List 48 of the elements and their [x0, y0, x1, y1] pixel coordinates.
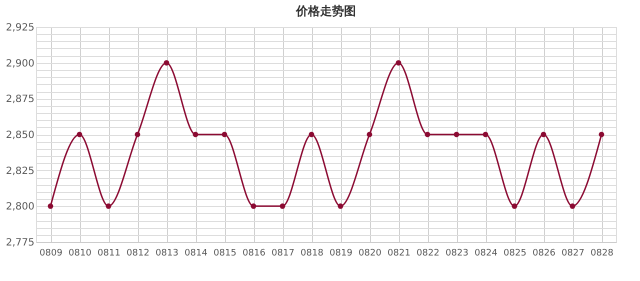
- x-tick-label: 0826: [532, 248, 556, 258]
- point: [308, 132, 314, 138]
- point: [106, 203, 112, 209]
- y-tick-label: 2,775: [6, 238, 34, 248]
- y-tick-label: 2,875: [6, 94, 34, 106]
- point: [250, 203, 256, 209]
- point: [192, 132, 198, 138]
- x-tick-label: 0819: [330, 248, 353, 258]
- point: [396, 60, 402, 66]
- point: [598, 132, 604, 138]
- x-tick-label: 0817: [272, 248, 294, 258]
- x-tick-label: 0810: [68, 248, 92, 258]
- x-tick-label: 0816: [242, 248, 266, 258]
- x-tick-label: 0813: [156, 248, 178, 258]
- x-tick-label: 0827: [562, 248, 584, 258]
- point: [164, 60, 170, 66]
- point: [48, 203, 54, 209]
- x-tick-label: 0822: [416, 248, 440, 258]
- point: [76, 132, 82, 138]
- y-tick-label: 2,800: [6, 202, 34, 213]
- y-tick-label: 2,850: [6, 130, 34, 141]
- point: [454, 132, 460, 138]
- chart-title: 价格走势图: [295, 4, 356, 18]
- x-tick-label: 0809: [40, 248, 63, 258]
- x-tick-label: 0812: [126, 248, 150, 258]
- point: [512, 203, 518, 209]
- x-tick-label: 0825: [504, 248, 526, 258]
- x-tick-label: 0811: [98, 248, 120, 258]
- x-tick-label: 0823: [446, 248, 468, 258]
- x-tick-label: 0815: [214, 248, 236, 258]
- point: [338, 203, 344, 209]
- x-tick-label: 0821: [388, 248, 410, 258]
- x-tick-label: 0820: [358, 248, 382, 258]
- y-tick-label: 2,825: [6, 166, 34, 177]
- point: [222, 132, 228, 138]
- x-tick-label: 0814: [184, 248, 208, 258]
- y-tick-label: 2,925: [6, 22, 34, 34]
- x-tick-label: 0828: [590, 248, 614, 258]
- point: [540, 132, 546, 138]
- x-tick-label: 0824: [474, 248, 498, 258]
- point: [134, 132, 140, 138]
- point: [280, 203, 286, 209]
- point: [482, 132, 488, 138]
- point: [570, 203, 576, 209]
- y-tick-label: 2,900: [6, 58, 34, 70]
- point: [366, 132, 372, 138]
- x-tick-label: 0818: [300, 248, 324, 258]
- point: [424, 132, 430, 138]
